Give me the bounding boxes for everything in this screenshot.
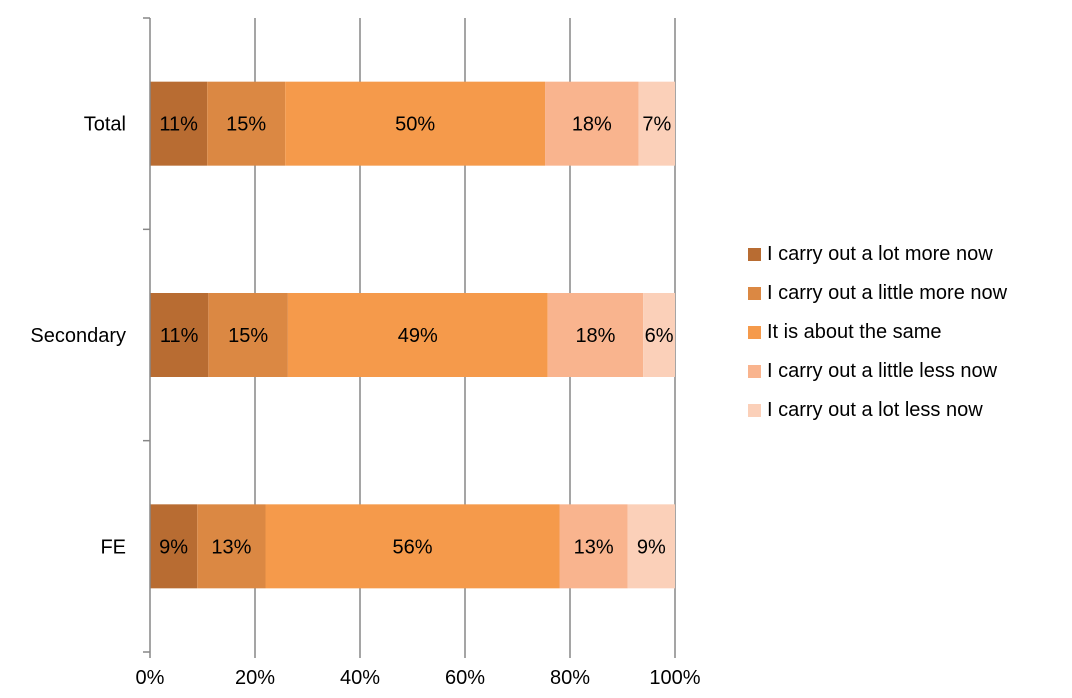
axes: 0% 20% 40% 60% 80% 100% Total Secondary FE bbox=[30, 17, 701, 689]
legend-swatch bbox=[748, 286, 761, 300]
bar-segment bbox=[547, 293, 644, 377]
x-tick-label: 20% bbox=[235, 667, 275, 689]
bar-segment bbox=[643, 293, 675, 377]
bar-segment bbox=[265, 504, 560, 589]
data-label: 50% bbox=[395, 114, 435, 136]
x-tick-label: 100% bbox=[649, 667, 700, 689]
x-tick-label: 60% bbox=[445, 667, 485, 689]
legend-item: It is about the same bbox=[748, 320, 1007, 343]
data-label: 15% bbox=[226, 114, 266, 136]
legend-swatch bbox=[748, 364, 761, 378]
data-label: 6% bbox=[645, 325, 674, 347]
data-label: 49% bbox=[398, 325, 438, 347]
bar-segment bbox=[150, 293, 209, 377]
category-label: Secondary bbox=[30, 325, 126, 347]
data-label: 9% bbox=[637, 536, 666, 558]
legend-item: I carry out a little less now bbox=[748, 359, 1007, 382]
legend-label: I carry out a little less now bbox=[767, 359, 998, 382]
bar-segment bbox=[285, 81, 546, 166]
bar-segment bbox=[150, 81, 208, 166]
legend-swatch bbox=[748, 403, 761, 417]
bar-segment bbox=[545, 81, 639, 166]
legend-label: It is about the same bbox=[767, 320, 942, 343]
bar-segment bbox=[150, 504, 198, 589]
legend-item: I carry out a lot more now bbox=[748, 242, 1007, 265]
data-label: 15% bbox=[228, 325, 268, 347]
legend: I carry out a lot more now I carry out a … bbox=[748, 242, 1008, 439]
data-label: 13% bbox=[211, 536, 251, 558]
data-label: 13% bbox=[574, 536, 614, 558]
category-label: Total bbox=[84, 114, 126, 136]
bar-segment bbox=[197, 504, 266, 589]
data-labels: 11% 15% 50% 18% 7% 11% 15% 49% 18% 6% 9% 13% 56% 13% 9… bbox=[159, 114, 674, 559]
data-label: 11% bbox=[160, 325, 199, 347]
legend-item: I carry out a lot less now bbox=[748, 398, 1007, 421]
legend-swatch bbox=[748, 325, 761, 339]
bar-segment bbox=[207, 81, 286, 166]
bar-segment bbox=[638, 81, 675, 166]
bar-segment bbox=[287, 293, 548, 377]
legend-label: I carry out a lot less now bbox=[767, 398, 983, 421]
x-tick-label: 0% bbox=[136, 667, 165, 689]
data-label: 18% bbox=[572, 114, 612, 136]
bar-segment bbox=[627, 504, 675, 589]
bar-segment bbox=[559, 504, 628, 589]
legend-label: I carry out a little more now bbox=[767, 281, 1008, 304]
x-tick-label: 40% bbox=[340, 667, 380, 689]
data-label: 9% bbox=[159, 536, 188, 558]
legend-item: I carry out a little more now bbox=[748, 281, 1008, 304]
data-label: 56% bbox=[392, 536, 432, 558]
legend-label: I carry out a lot more now bbox=[767, 242, 993, 265]
bars bbox=[150, 81, 675, 589]
legend-swatch bbox=[748, 247, 761, 261]
data-label: 7% bbox=[642, 114, 671, 136]
data-label: 18% bbox=[575, 325, 615, 347]
category-label: FE bbox=[100, 536, 126, 558]
bar-segment bbox=[208, 293, 288, 377]
data-label: 11% bbox=[159, 114, 198, 136]
x-tick-label: 80% bbox=[550, 667, 590, 689]
